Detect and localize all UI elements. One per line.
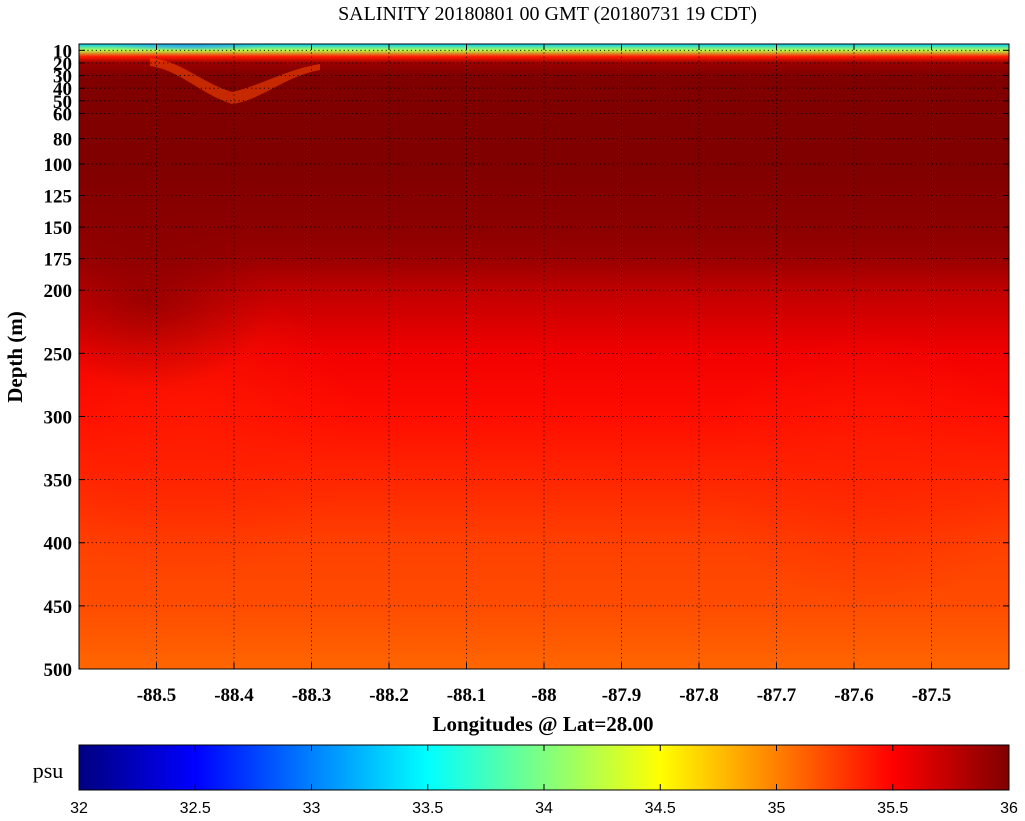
chart-title: SALINITY 20180801 00 GMT (20180731 19 CD… <box>338 3 757 25</box>
grid-lines <box>79 44 1009 669</box>
x-tick-label: -87.5 <box>912 685 952 706</box>
x-tick-label: -88.5 <box>137 685 177 706</box>
y-tick-label: 400 <box>44 534 73 555</box>
colorbar-label: psu <box>33 758 64 783</box>
saline-patch-west <box>79 210 270 390</box>
colorbar-tick-label: 32 <box>70 800 88 817</box>
y-axis-label: Depth (m) <box>3 311 27 403</box>
x-tick-label: -87.7 <box>757 685 797 706</box>
fresh-surface-patch <box>110 44 270 51</box>
y-tick-label: 500 <box>44 660 73 681</box>
x-tick-label: -87.9 <box>602 685 642 706</box>
x-tick-label: -88.3 <box>292 685 332 706</box>
colorbar-tick-label: 35.5 <box>877 800 908 817</box>
y-tick-label: 150 <box>44 218 73 239</box>
x-tick-label: -88.2 <box>369 685 409 706</box>
y-tick-label: 10 <box>53 41 72 62</box>
y-tick-label: 125 <box>44 187 73 208</box>
colorbar-tick-label: 33 <box>303 800 321 817</box>
y-tick-label: 20 <box>53 54 72 75</box>
x-tick-label: -87.8 <box>679 685 719 706</box>
y-tick-label: 40 <box>53 79 72 100</box>
y-tick-label: 50 <box>53 92 72 113</box>
colorbar-tick-label: 34.5 <box>645 800 676 817</box>
y-tick-label: 300 <box>44 407 73 428</box>
colorbar-tick-label: 36 <box>1000 800 1018 817</box>
x-tick-label: -88.1 <box>447 685 487 706</box>
y-tick-label: 250 <box>44 344 73 365</box>
x-tick-label: -88.4 <box>214 685 254 706</box>
colorbar-tick-label: 32.5 <box>180 800 211 817</box>
halocline-dip <box>150 58 320 104</box>
colorbar <box>78 744 1010 791</box>
y-tick-label: 350 <box>44 471 73 492</box>
y-tick-label: 30 <box>53 67 72 88</box>
y-tick-label: 60 <box>53 104 72 125</box>
y-tick-label: 100 <box>44 155 73 176</box>
fresher-patch-east <box>710 330 1009 610</box>
colorbar-tick-label: 35 <box>768 800 786 817</box>
x-axis-ticks: -88.5 -88.4 -88.3 -88.2 -88.1 -88 -87.9 -87.8 -8… <box>137 44 952 706</box>
colorbar-ticks: 32 32.5 33 33.5 34 34.5 35 35.5 36 <box>70 745 1018 817</box>
y-tick-label: 200 <box>44 281 73 302</box>
x-tick-label: -87.6 <box>834 685 874 706</box>
x-axis-label: Longitudes @ Lat=28.00 <box>432 712 653 736</box>
x-tick-label: -88 <box>531 685 556 706</box>
y-tick-label: 450 <box>44 597 73 618</box>
colorbar-tick-label: 33.5 <box>412 800 443 817</box>
colorbar-tick-label: 34 <box>535 800 553 817</box>
y-tick-label: 80 <box>53 130 72 151</box>
y-tick-label: 175 <box>44 250 73 271</box>
